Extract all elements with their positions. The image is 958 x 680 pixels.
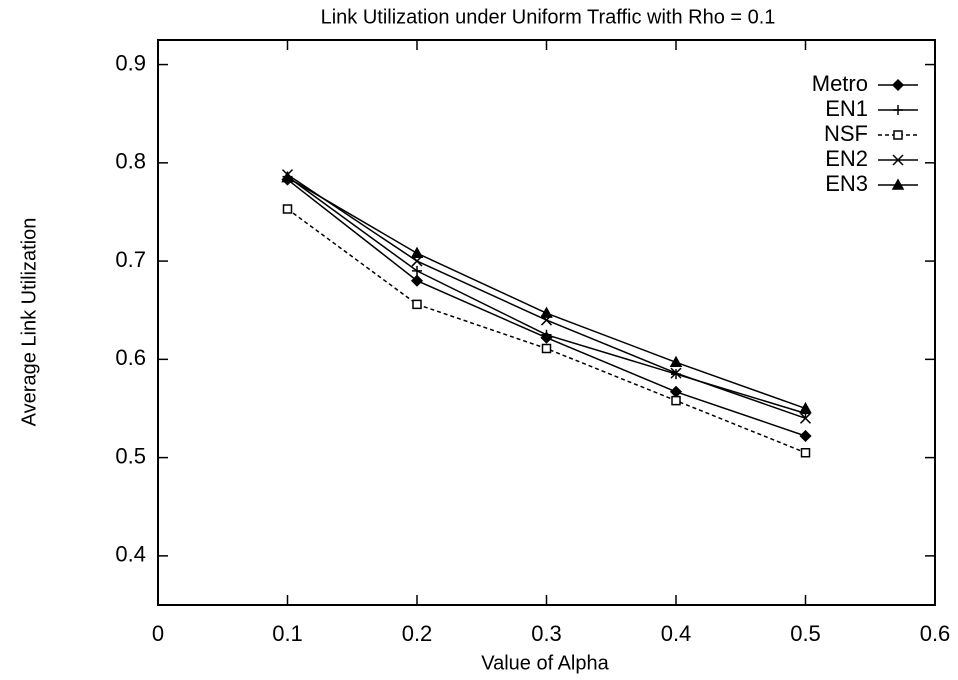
marker	[281, 171, 294, 183]
marker	[541, 343, 552, 354]
y-tick-label: 0.5	[115, 443, 146, 468]
x-tick-label: 0.1	[272, 621, 303, 646]
marker	[410, 246, 424, 258]
marker	[800, 447, 811, 458]
marker	[893, 130, 903, 140]
x-tick-label: 0.4	[661, 621, 692, 646]
marker	[671, 395, 681, 406]
marker	[799, 401, 812, 414]
marker	[892, 154, 904, 166]
y-tick-label: 0.8	[115, 149, 146, 174]
marker	[282, 204, 293, 214]
marker	[893, 105, 903, 115]
y-tick-label: 0.4	[115, 542, 146, 567]
marker	[669, 355, 683, 368]
marker	[799, 429, 812, 443]
series-line	[287, 175, 806, 415]
x-tick-label: 0.3	[531, 621, 562, 646]
marker	[410, 274, 424, 287]
marker	[891, 78, 905, 92]
y-tick-label: 0.7	[115, 247, 146, 272]
marker	[412, 299, 422, 310]
marker	[799, 412, 812, 424]
marker	[670, 367, 682, 379]
series-line	[287, 173, 806, 420]
x-tick-label: 0.2	[402, 621, 433, 646]
x-tick-label: 0	[152, 621, 164, 646]
legend-label: NSF	[824, 121, 868, 146]
x-tick-label: 0.5	[790, 621, 821, 646]
marker	[540, 306, 553, 318]
y-tick-label: 0.9	[115, 50, 146, 75]
series-line	[287, 176, 806, 410]
marker	[412, 265, 422, 276]
legend-label: Metro	[812, 71, 868, 96]
marker	[891, 178, 905, 190]
marker	[541, 329, 552, 340]
marker	[669, 385, 683, 398]
y-axis-label: Average Link Utilization	[18, 218, 40, 427]
legend-label: EN1	[825, 96, 868, 121]
x-axis-label: Value of Alpha	[481, 652, 609, 674]
plot-frame	[157, 39, 936, 606]
chart-title: Link Utilization under Uniform Traffic w…	[321, 6, 776, 28]
legend-label: EN2	[825, 146, 868, 171]
legend-label: EN3	[825, 171, 868, 196]
x-tick-label: 0.6	[920, 621, 951, 646]
y-tick-label: 0.6	[115, 345, 146, 370]
